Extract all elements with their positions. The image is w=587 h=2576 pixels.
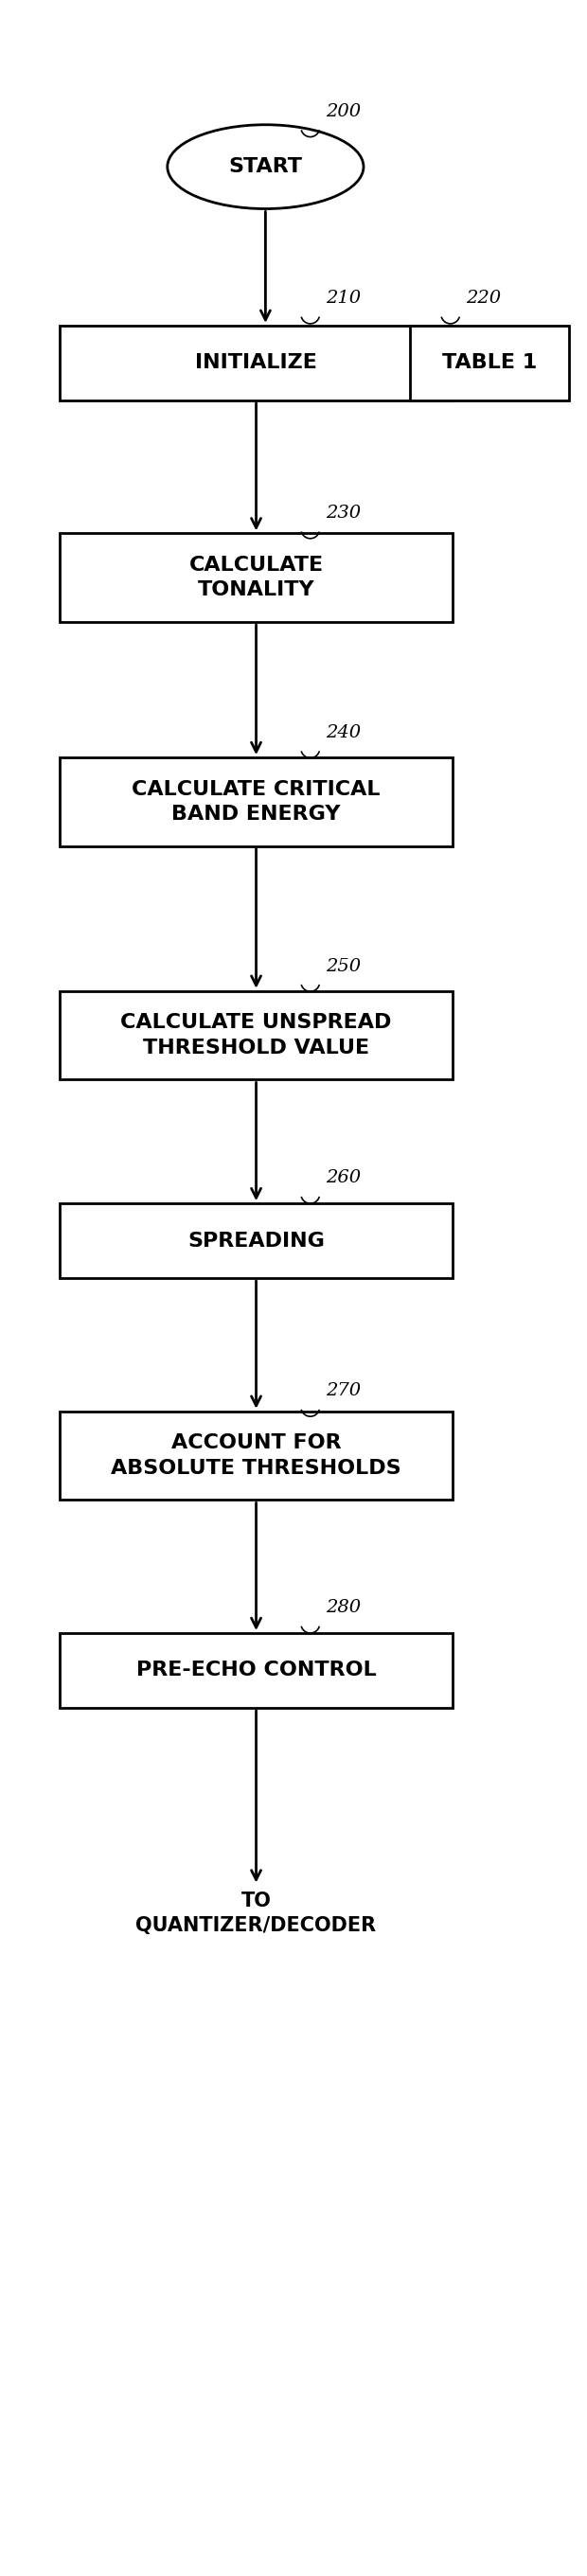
Bar: [60, 1633, 453, 1708]
Text: CALCULATE UNSPREAD
THRESHOLD VALUE: CALCULATE UNSPREAD THRESHOLD VALUE: [120, 1012, 392, 1056]
Bar: [60, 992, 453, 1079]
Text: PRE-ECHO CONTROL: PRE-ECHO CONTROL: [136, 1662, 376, 1680]
Text: 230: 230: [326, 505, 362, 523]
Text: SPREADING: SPREADING: [188, 1231, 325, 1249]
Text: 200: 200: [326, 103, 362, 121]
Text: ACCOUNT FOR
ABSOLUTE THRESHOLDS: ACCOUNT FOR ABSOLUTE THRESHOLDS: [111, 1435, 402, 1479]
Text: 270: 270: [326, 1383, 362, 1399]
Text: TABLE 1: TABLE 1: [442, 353, 537, 374]
Text: CALCULATE CRITICAL
BAND ENERGY: CALCULATE CRITICAL BAND ENERGY: [132, 781, 380, 824]
Text: 280: 280: [326, 1600, 362, 1615]
Bar: [60, 533, 453, 621]
Text: 260: 260: [326, 1170, 362, 1188]
Text: 210: 210: [326, 291, 362, 307]
Bar: [60, 1203, 453, 1278]
Bar: [410, 325, 569, 399]
Bar: [60, 1412, 453, 1499]
Text: INITIALIZE: INITIALIZE: [195, 353, 317, 374]
Ellipse shape: [167, 124, 363, 209]
Text: 220: 220: [466, 291, 501, 307]
Bar: [60, 325, 453, 399]
Bar: [60, 757, 453, 848]
Text: CALCULATE
TONALITY: CALCULATE TONALITY: [189, 556, 323, 600]
Text: TO
QUANTIZER/DECODER: TO QUANTIZER/DECODER: [136, 1891, 376, 1935]
Text: 250: 250: [326, 958, 362, 974]
Text: 240: 240: [326, 724, 362, 742]
Text: START: START: [228, 157, 302, 175]
